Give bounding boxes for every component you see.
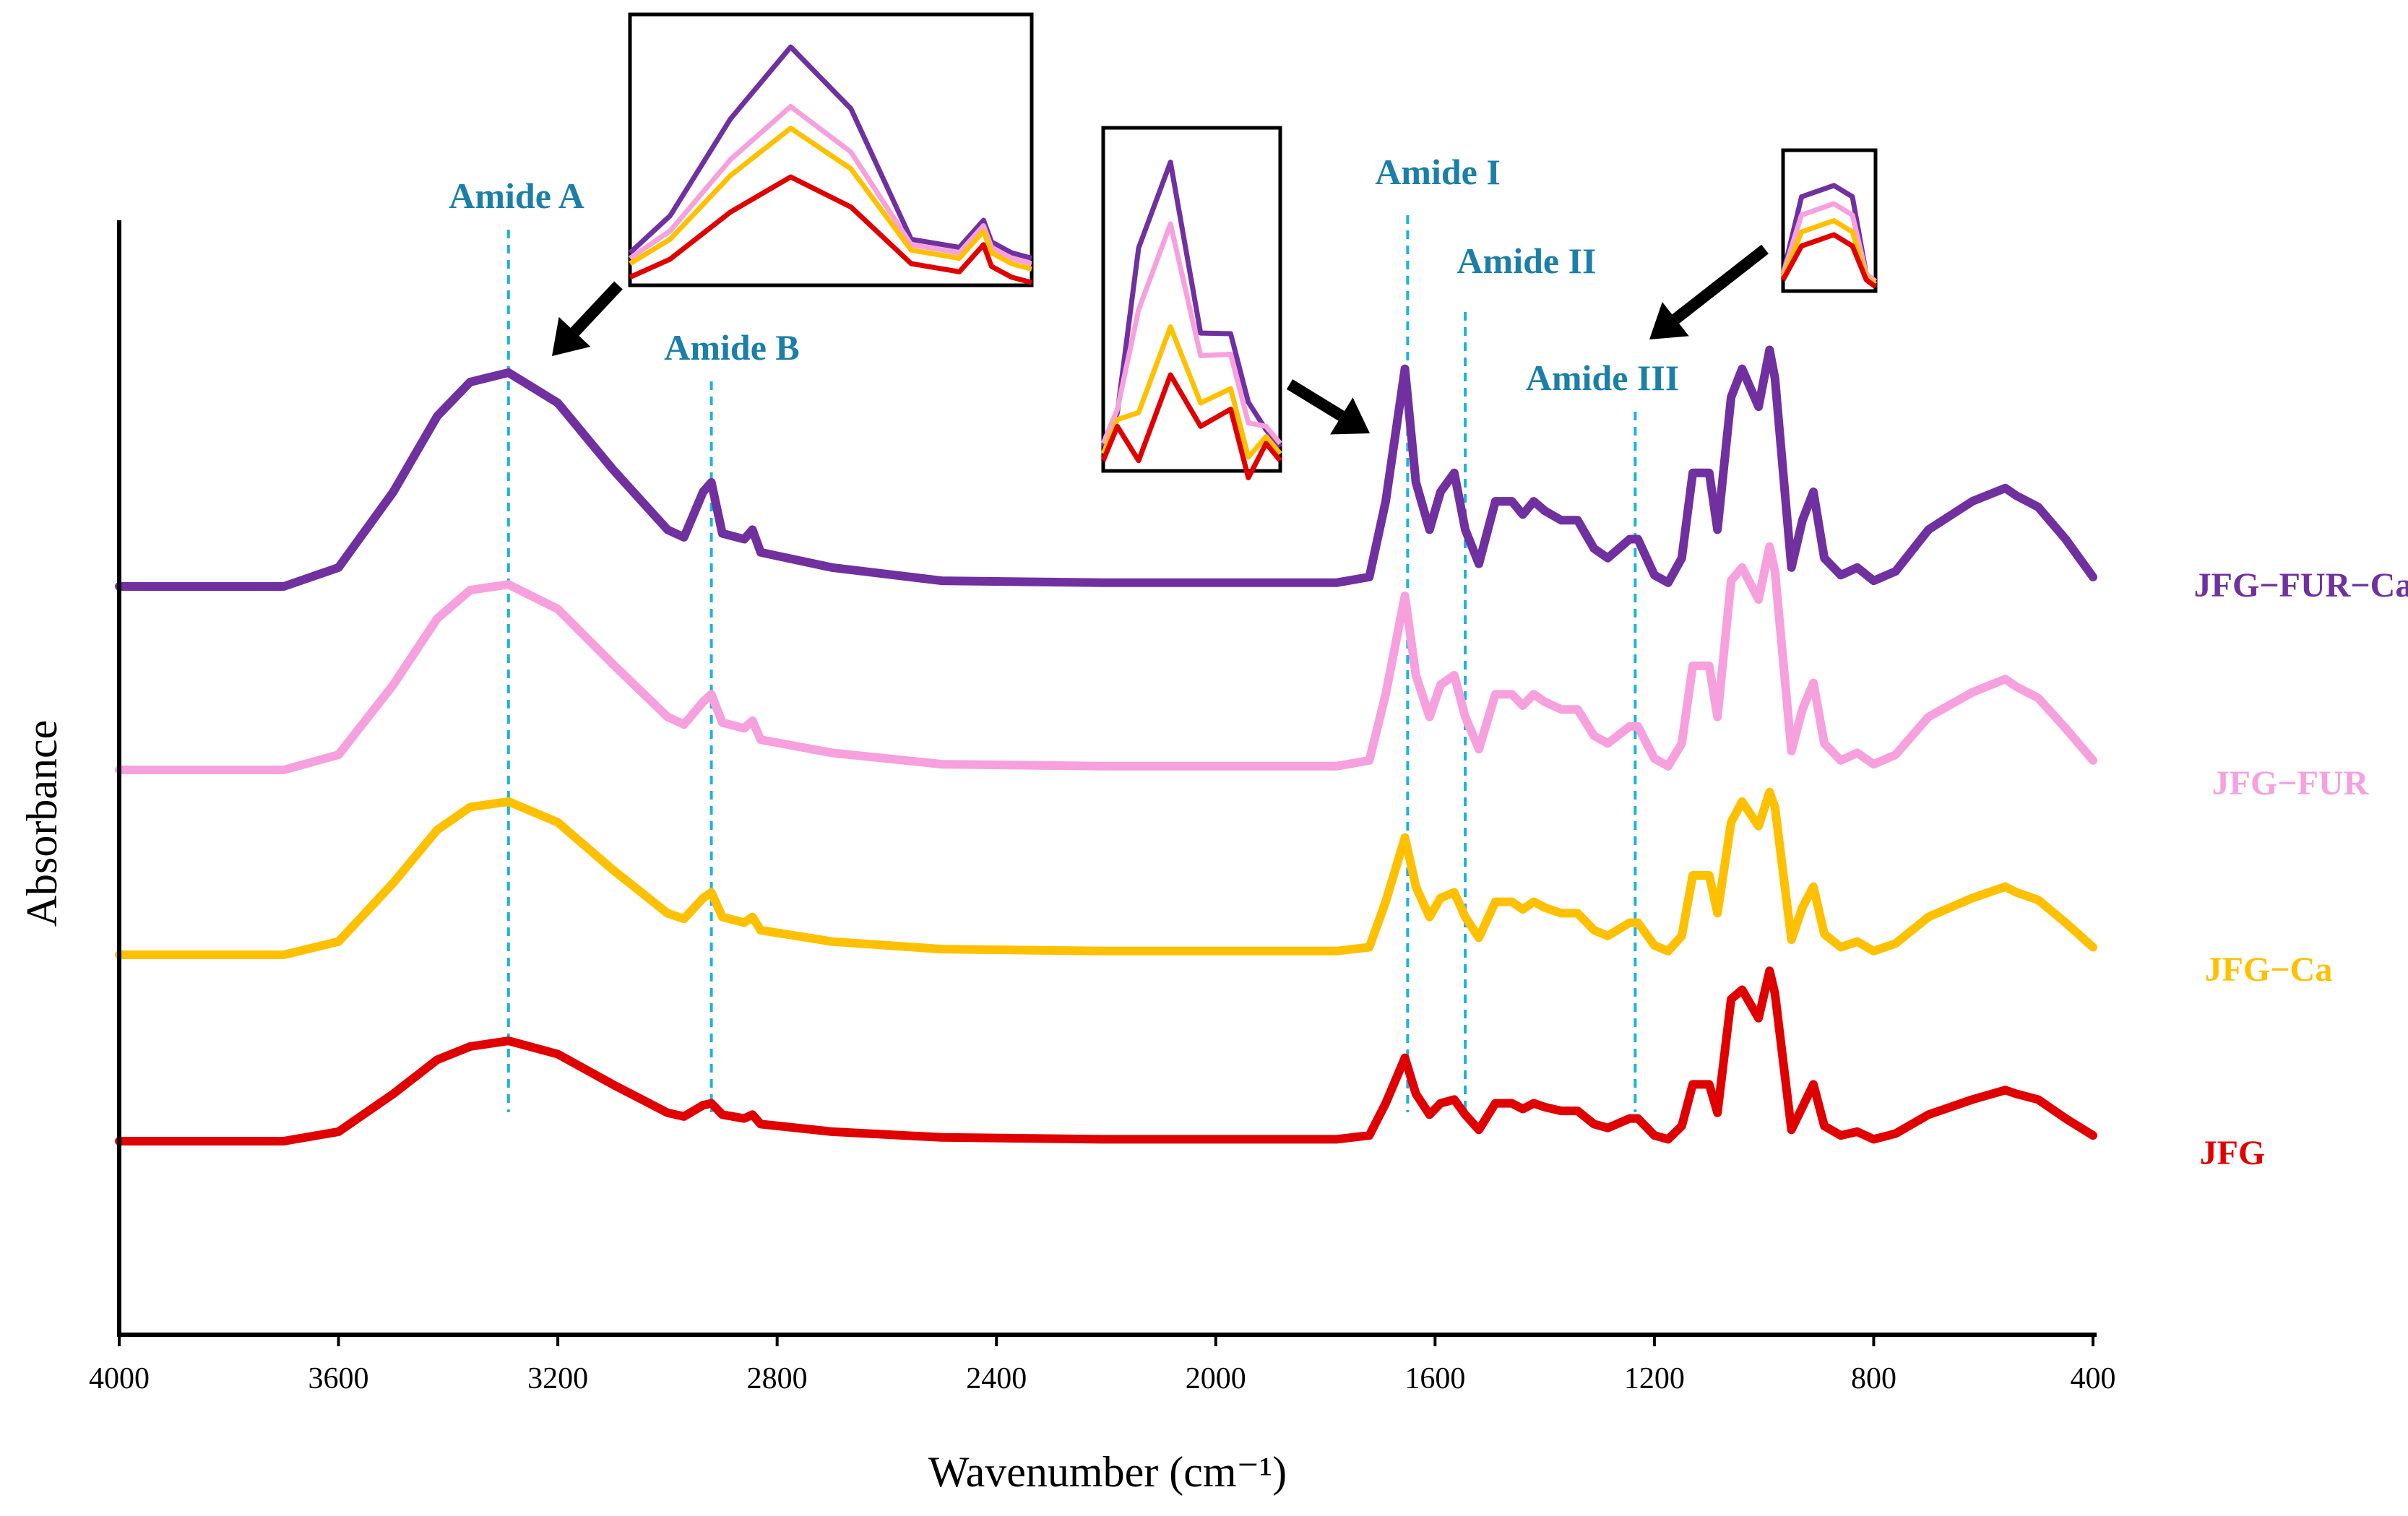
inset-amide-a-curve-0: [628, 44, 1032, 261]
inset-amide-i-curve-3: [1100, 372, 1282, 480]
x-tick-label-7: 1200: [1624, 1362, 1685, 1395]
annotation-label-1: Amide B: [664, 327, 800, 368]
series-line-3: [115, 966, 2097, 1145]
x-axis-title: Wavenumber (cm⁻¹): [928, 1448, 1287, 1496]
spectra-lines: [115, 345, 2097, 1145]
series-label-3: JFG: [2200, 1134, 2266, 1172]
x-tick-label-1: 3600: [308, 1362, 369, 1395]
series-label-1: JFG−FUR: [2212, 764, 2370, 802]
axes: [117, 220, 2097, 1337]
x-tick-label-8: 800: [1851, 1362, 1896, 1395]
x-tick-label-9: 400: [2071, 1362, 2116, 1395]
arrow-amide-i-head: [1330, 397, 1370, 435]
annotation-label-4: Amide III: [1526, 358, 1680, 398]
inset-amide-i-curve-2: [1100, 324, 1282, 460]
zoom-insets: [628, 12, 1878, 480]
x-tick-label-5: 2000: [1186, 1362, 1246, 1395]
annotation-label-3: Amide II: [1457, 241, 1596, 281]
arrow-amide-i-shaft: [1286, 379, 1345, 421]
x-tick-label-4: 2400: [966, 1362, 1027, 1395]
inset-arrows: [552, 244, 1769, 435]
inset-amide-a-curve-3: [629, 174, 1032, 285]
x-tick-label-0: 4000: [89, 1362, 150, 1395]
annotation-label-0: Amide A: [449, 176, 584, 216]
inset-amide-iii-curve-3: [1780, 232, 1878, 289]
inset-amide-iii: [1780, 148, 1878, 293]
inset-amide-a: [628, 12, 1034, 287]
annotation-label-2: Amide I: [1375, 152, 1501, 192]
inset-amide-a-curve-2: [629, 126, 1032, 272]
x-tick-label-2: 3200: [527, 1362, 588, 1395]
inset-amide-i: [1100, 126, 1282, 480]
x-tick-label-6: 1600: [1404, 1362, 1465, 1395]
series-line-1: [115, 542, 2097, 774]
inset-amide-i-curve-1: [1100, 221, 1282, 446]
arrow-amide-iii-head: [1649, 302, 1689, 339]
arrow-amide-iii-shaft: [1672, 244, 1769, 324]
inset-amide-i-curve-0: [1100, 160, 1282, 449]
series-labels: JFG−FUR−Ca JFG−FUR JFG−Ca JFG: [2194, 566, 2408, 1172]
arrow-amide-iii: [1649, 244, 1769, 339]
x-ticks: 4000 3600 3200 2800 2400 2000 1600 1200 800 400: [89, 1335, 2116, 1395]
arrow-amide-a-head: [552, 316, 591, 356]
series-line-2: [115, 787, 2097, 959]
series-label-2: JFG−Ca: [2205, 950, 2333, 989]
arrow-amide-a: [552, 281, 623, 356]
series-label-0: JFG−FUR−Ca: [2194, 566, 2408, 605]
arrow-amide-i: [1286, 379, 1370, 435]
x-tick-label-3: 2800: [747, 1362, 808, 1395]
amide-annotations: Amide A Amide B Amide I Amide II Amide III: [449, 152, 1679, 1112]
series-line-0: [115, 345, 2097, 591]
inset-amide-a-curve-1: [629, 104, 1032, 267]
arrow-amide-a-shaft: [570, 281, 623, 336]
y-axis-title: Absorbance: [18, 720, 66, 927]
